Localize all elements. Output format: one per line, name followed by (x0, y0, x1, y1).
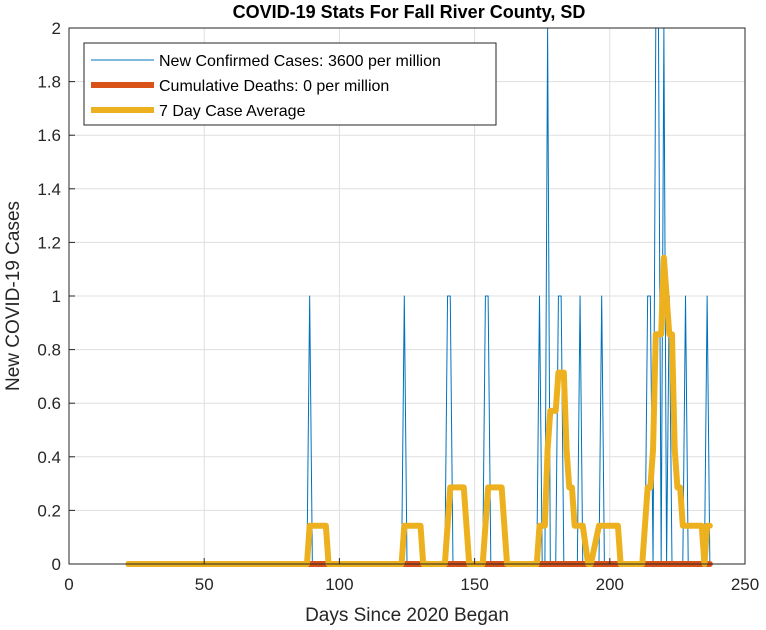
x-tick-label: 200 (596, 575, 624, 594)
y-tick-label: 0.4 (37, 448, 61, 467)
y-tick-label: 0.8 (37, 341, 61, 360)
chart-title: COVID-19 Stats For Fall River County, SD (233, 2, 586, 22)
series-new-confirmed-cases (127, 27, 711, 565)
x-tick-label: 50 (195, 575, 214, 594)
y-axis-label: New COVID-19 Cases (3, 201, 24, 391)
x-tick-label: 0 (64, 575, 73, 594)
axis-ticks: 0 50 100 150 200 250 0 0.2 0.4 0.6 0.8 1 1.2 1.4 1.6 1.… (37, 19, 759, 594)
y-tick-label: 2 (52, 19, 61, 38)
x-tick-label: 150 (460, 575, 488, 594)
y-tick-label: 0.2 (37, 501, 61, 520)
x-axis-label: Days Since 2020 Began (305, 605, 509, 626)
legend-label-7-day-average: 7 Day Case Average (159, 103, 306, 120)
y-tick-label: 1.4 (37, 180, 61, 199)
y-tick-label: 1.6 (37, 126, 61, 145)
y-tick-label: 1 (52, 287, 61, 306)
y-tick-label: 0.6 (37, 394, 61, 413)
x-tick-label: 100 (325, 575, 353, 594)
y-tick-label: 1.8 (37, 73, 61, 92)
series-7-day-average (125, 254, 713, 567)
legend-label-new-cases: New Confirmed Cases: 3600 per million (159, 53, 441, 70)
legend-label-cumulative-deaths: Cumulative Deaths: 0 per million (159, 78, 389, 95)
legend: New Confirmed Cases: 3600 per million Cu… (83, 42, 497, 126)
x-tick-label: 250 (731, 575, 759, 594)
y-tick-label: 1.2 (37, 233, 61, 252)
y-tick-label: 0 (52, 555, 61, 574)
